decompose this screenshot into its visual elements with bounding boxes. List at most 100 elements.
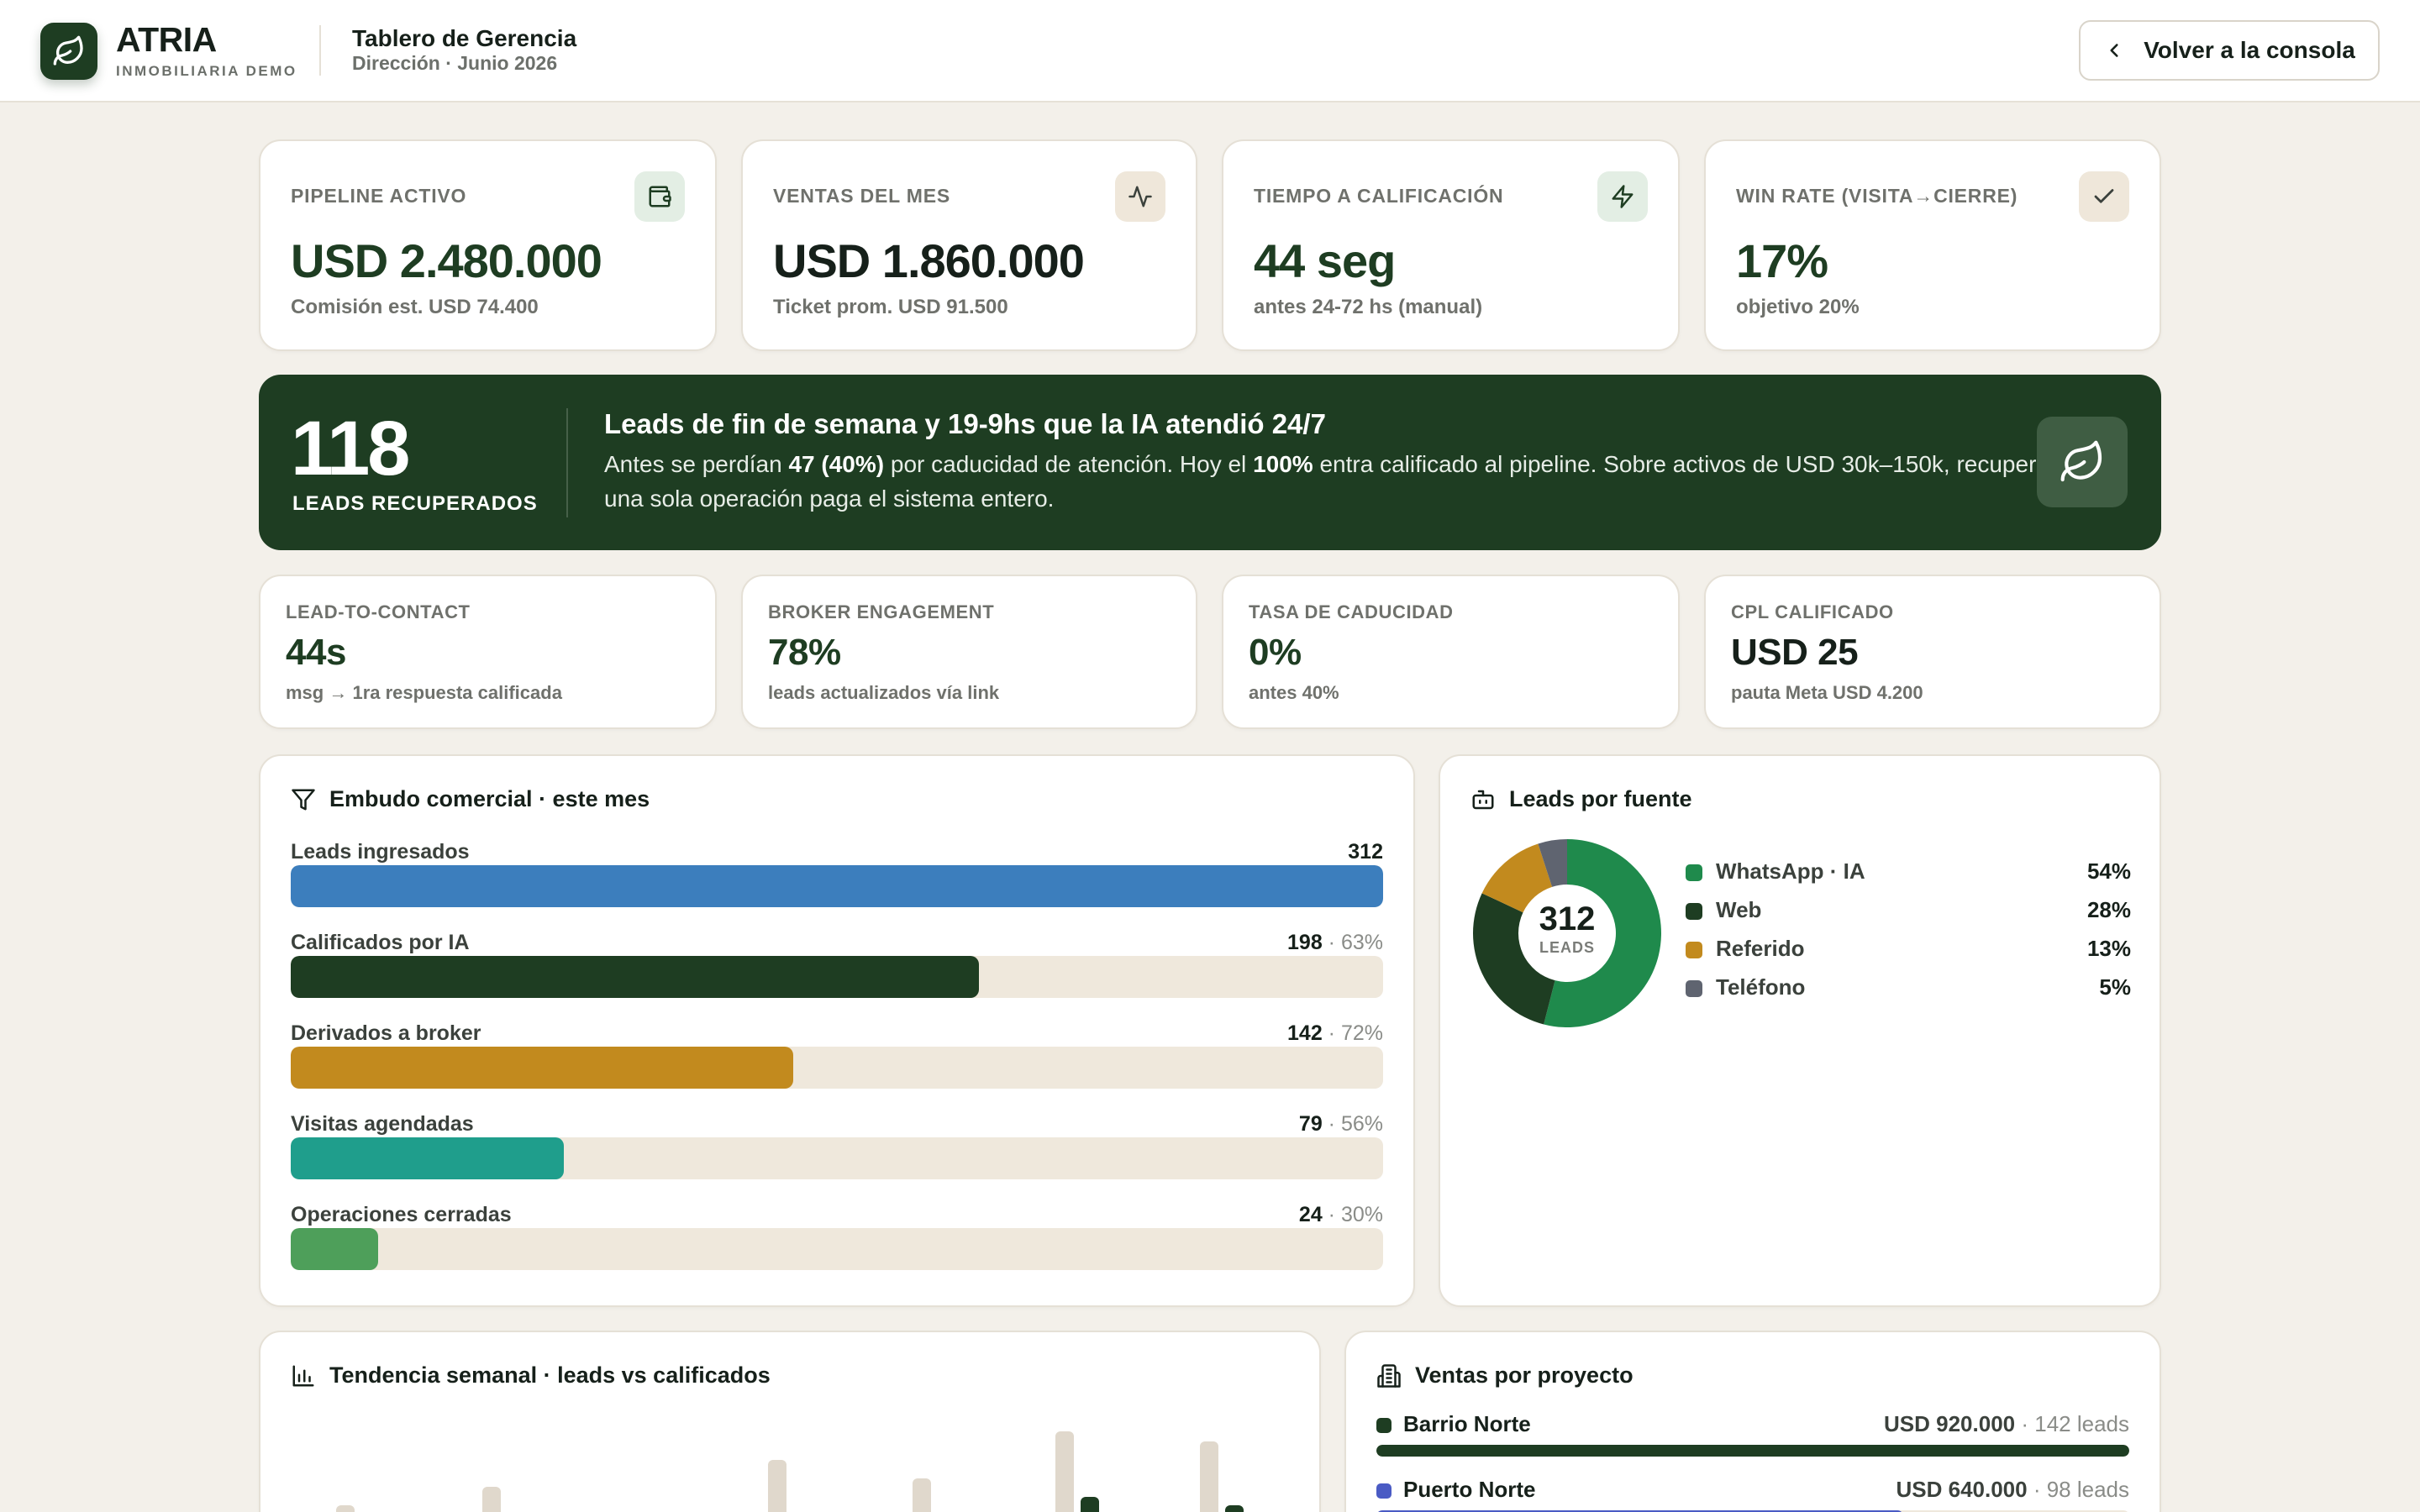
metric-value: 44s	[286, 632, 346, 673]
kpi-label: VENTAS DEL MES	[773, 185, 950, 207]
kpi-subtext: antes 24-72 hs (manual)	[1254, 296, 1483, 318]
page-subtitle: Dirección · Junio 2026	[352, 52, 558, 74]
panel-title: Leads por fuente	[1470, 786, 1692, 812]
metric-label: CPL CALIFICADO	[1731, 601, 1894, 622]
banner-text-part: Antes se perdían	[604, 451, 789, 477]
legend-item: WhatsApp · IA 54%	[1686, 858, 2131, 887]
project-value: USD 920.000 · 142 leads	[1884, 1411, 2129, 1437]
trend-bar-leads	[768, 1460, 786, 1512]
legend-item: Teléfono 5%	[1686, 974, 2131, 1003]
kpi-subtext: Comisión est. USD 74.400	[291, 296, 539, 318]
trend-bar-qualified	[1081, 1497, 1099, 1512]
project-sales: USD 640.000	[1896, 1477, 2028, 1502]
legend-name: Teléfono	[1716, 974, 1806, 1000]
funnel-bar	[291, 1228, 378, 1270]
kpi-value: 17%	[1736, 234, 1828, 287]
project-swatch	[1376, 1483, 1392, 1499]
funnel-stage: Operaciones cerradas 24 · 30%	[291, 1203, 1383, 1287]
funnel-stage-label: Calificados por IA	[291, 931, 470, 954]
trend-panel: Tendencia semanal · leads vs calificados	[259, 1331, 1321, 1512]
funnel-bar-track	[291, 1137, 1383, 1179]
funnel-bar-track	[291, 1047, 1383, 1089]
funnel-stage-count: 79 · 56%	[1299, 1112, 1383, 1137]
banner-divider	[566, 408, 568, 517]
legend-pct: 54%	[2086, 858, 2131, 884]
kpi-subtext: objetivo 20%	[1736, 296, 1860, 318]
trend-title: Tendencia semanal · leads vs calificados	[329, 1362, 771, 1388]
funnel-bar-track	[291, 1228, 1383, 1270]
project-sales: USD 920.000	[1884, 1411, 2016, 1436]
banner-highlight: 100%	[1253, 451, 1313, 477]
donut-slice	[1473, 893, 1555, 1025]
funnel-stage-label: Leads ingresados	[291, 840, 470, 864]
chevron-left-icon	[2110, 44, 2118, 57]
legend-item: Web 28%	[1686, 897, 2131, 926]
funnel-bar	[291, 1047, 793, 1089]
header-divider	[319, 25, 321, 76]
kpi-card-sales: VENTAS DEL MES USD 1.860.000 Ticket prom…	[741, 139, 1197, 351]
kpi-label: TIEMPO A CALIFICACIÓN	[1254, 185, 1504, 207]
metric-card-qualified-cpl: CPL CALIFICADO USD 25 pauta Meta USD 4.2…	[1704, 575, 2161, 729]
trend-bar-leads	[336, 1505, 355, 1512]
funnel-stage-count: 312	[1348, 840, 1383, 864]
funnel-panel: Embudo comercial · este mes Leads ingres…	[259, 754, 1415, 1307]
page-title: Tablero de Gerencia	[352, 25, 577, 51]
wallet-icon	[649, 186, 671, 207]
metric-subtext: msg → 1ra respuesta calificada	[286, 682, 562, 703]
donut-total-label: LEADS	[1539, 939, 1595, 956]
kpi-card-win-rate: WIN RATE (VISITA→CIERRE) 17% objetivo 20…	[1704, 139, 2161, 351]
kpi-label: WIN RATE (VISITA→CIERRE)	[1736, 185, 2018, 207]
legend-name: Web	[1716, 897, 1762, 922]
project-row: Barrio Norte USD 920.000 · 142 leads	[1376, 1411, 2129, 1462]
kpi-value: USD 1.860.000	[773, 234, 1085, 287]
legend-pct: 13%	[2086, 936, 2131, 961]
panel-title: Tendencia semanal · leads vs calificados	[291, 1362, 771, 1389]
legend-pct: 5%	[2099, 974, 2131, 1000]
funnel-stage-count: 24 · 30%	[1299, 1203, 1383, 1227]
funnel-stage-pct: · 72%	[1322, 1021, 1383, 1045]
funnel-bar	[291, 956, 979, 998]
funnel-stage-value: 198	[1287, 931, 1323, 954]
trend-bar-leads	[913, 1478, 931, 1512]
banner-title: Leads de fin de semana y 19-9hs que la I…	[604, 408, 1326, 439]
funnel-stage-count: 198 · 63%	[1287, 931, 1383, 955]
metric-value: USD 25	[1731, 632, 1859, 673]
legend-pct: 28%	[2086, 897, 2131, 922]
project-leads: · 98 leads	[2027, 1477, 2129, 1502]
donut-total: 312	[1539, 900, 1596, 937]
funnel-stage-label: Derivados a broker	[291, 1021, 481, 1045]
banner-description: Antes se perdían 47 (40%) por caducidad …	[604, 447, 2066, 516]
building-icon	[1377, 1363, 1401, 1388]
donut-slice	[1481, 843, 1553, 913]
trend-bar-leads	[1200, 1441, 1218, 1512]
trend-chart	[336, 1431, 1244, 1512]
recovered-leads-label: LEADS RECUPERADOS	[292, 492, 538, 515]
project-bar	[1376, 1510, 1904, 1512]
project-bar-track	[1376, 1510, 2129, 1512]
banner-text-part: por caducidad de atención. Hoy el	[884, 451, 1254, 477]
project-name: Barrio Norte	[1403, 1411, 1531, 1436]
back-to-console-button[interactable]: Volver a la consola	[2079, 20, 2380, 81]
funnel-stage: Leads ingresados 312	[291, 840, 1383, 924]
funnel-stage-pct: · 63%	[1322, 931, 1383, 954]
panel-title: Embudo comercial · este mes	[291, 786, 650, 812]
funnel-stage-value: 142	[1287, 1021, 1323, 1045]
funnel-stage-value: 79	[1298, 1112, 1323, 1136]
project-bar	[1376, 1445, 2129, 1457]
funnel-stage: Derivados a broker 142 · 72%	[291, 1021, 1383, 1105]
project-value: USD 640.000 · 98 leads	[1896, 1477, 2129, 1503]
funnel-bar-track	[291, 865, 1383, 907]
metric-subtext: antes 40%	[1249, 682, 1339, 703]
funnel-stage-count: 142 · 72%	[1287, 1021, 1383, 1046]
brand-logo[interactable]	[40, 23, 97, 80]
funnel-bar	[291, 865, 1383, 907]
kpi-label: PIPELINE ACTIVO	[291, 185, 467, 207]
legend-swatch	[1686, 942, 1702, 958]
brand-subtitle: INMOBILIARIA DEMO	[116, 63, 297, 79]
trend-bar-leads	[1055, 1431, 1074, 1512]
activity-icon	[1128, 186, 1152, 207]
project-name: Puerto Norte	[1403, 1477, 1536, 1502]
funnel-icon	[292, 789, 315, 810]
legend-item: Referido 13%	[1686, 936, 2131, 964]
kpi-card-pipeline: PIPELINE ACTIVO USD 2.480.000 Comisión e…	[259, 139, 717, 351]
